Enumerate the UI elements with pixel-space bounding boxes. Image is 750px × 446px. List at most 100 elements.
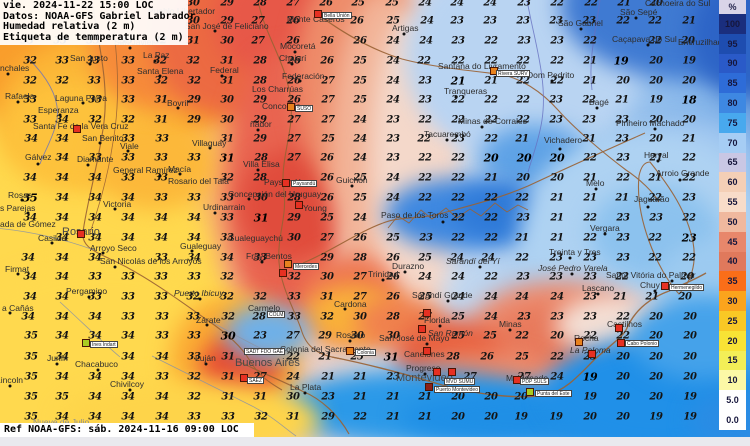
city-label: Colonia del Sacramento — [280, 344, 371, 354]
temp-value: 21 — [318, 351, 332, 363]
temp-value: 32 — [121, 114, 135, 126]
temp-value: 29 — [220, 0, 234, 9]
temp-value: 33 — [253, 252, 267, 264]
temp-value: 20 — [616, 75, 630, 87]
temp-value: 34 — [24, 133, 38, 145]
temp-value: 34 — [55, 291, 69, 303]
temp-value: 33 — [88, 94, 102, 106]
temp-value: 20 — [516, 172, 530, 184]
temp-value: 21 — [386, 411, 400, 423]
temp-value: 21 — [515, 133, 529, 145]
temp-value: 33 — [121, 75, 135, 87]
temp-value: 22 — [583, 232, 597, 244]
temp-value: 26 — [353, 232, 367, 244]
city-label: Cardona — [334, 299, 367, 309]
temp-value: 22 — [582, 94, 596, 106]
temp-value: 23 — [483, 15, 497, 27]
temp-value: 19 — [683, 391, 697, 403]
temp-value: 32 — [221, 311, 235, 323]
station-marker — [575, 338, 583, 346]
temp-value: 23 — [550, 311, 564, 323]
city-label: Concepción del Uruguay — [228, 189, 322, 199]
temp-value: 26 — [320, 192, 334, 204]
temp-value: 32 — [253, 291, 267, 303]
temp-value: 34 — [155, 351, 169, 363]
temp-value: 31 — [154, 94, 168, 106]
city-dot — [596, 292, 600, 296]
city-dot — [113, 265, 117, 269]
city-dot — [678, 178, 682, 182]
city-dot — [445, 138, 449, 142]
temp-value: 33 — [220, 232, 234, 244]
station-marker — [615, 324, 623, 332]
city-dot — [423, 372, 427, 376]
temp-value: 20 — [550, 330, 564, 342]
temp-value: 33 — [187, 152, 201, 164]
temp-value: 23 — [516, 15, 530, 27]
city-label: Nueve de Julio — [33, 417, 90, 427]
city-label: Chacabuco — [75, 359, 119, 369]
temp-value: 26 — [386, 291, 400, 303]
city-dot — [113, 207, 117, 211]
temp-value: 33 — [287, 291, 301, 303]
temp-value: 23 — [550, 35, 564, 47]
temp-value: 22 — [682, 172, 696, 184]
temp-value: 21 — [484, 172, 498, 184]
temp-value: 32 — [220, 172, 234, 184]
temp-value: 20 — [683, 311, 697, 323]
temp-value: 22 — [418, 152, 432, 164]
temp-value: 23 — [450, 15, 464, 27]
temp-value: 32 — [287, 271, 301, 283]
city-dot — [176, 106, 180, 110]
station-id-box: SUSO — [295, 105, 314, 112]
city-label: Santana do Livramento — [438, 61, 526, 71]
temp-value: 22 — [616, 15, 630, 27]
temp-value: 24 — [418, 0, 432, 9]
city-label: San Nicolás de los Arroyos — [100, 256, 202, 266]
temp-value: 21 — [645, 291, 659, 303]
city-dot — [454, 95, 458, 99]
temp-value: 19 — [514, 411, 528, 423]
temp-value: 35 — [24, 330, 38, 342]
forecast-info-line: Humedad relativa (2 m) — [3, 21, 136, 33]
temp-value: 34 — [23, 212, 37, 224]
temp-value: 26 — [353, 35, 367, 47]
station-marker — [433, 368, 441, 376]
temp-value: 24 — [386, 35, 400, 47]
temp-value: 26 — [320, 152, 334, 164]
city-label: Federal — [210, 65, 239, 75]
city-dot — [570, 272, 574, 276]
temp-value: 20 — [483, 151, 499, 165]
temp-value: 26 — [320, 172, 334, 184]
city-label: Chuy — [640, 280, 660, 290]
temp-value: 27 — [321, 75, 335, 87]
city-dots-layer — [6, 15, 682, 395]
temp-value: 32 — [187, 75, 201, 87]
temp-value: 34 — [121, 212, 135, 224]
temp-value: 28 — [253, 0, 267, 9]
temp-value: 24 — [353, 133, 367, 145]
temp-value: 23 — [615, 133, 629, 145]
station-marker — [423, 347, 431, 355]
city-dot — [478, 265, 482, 269]
temp-value: 32 — [186, 291, 200, 303]
temp-value: 25 — [353, 94, 367, 106]
city-dot — [634, 16, 638, 20]
temp-value: 26 — [320, 35, 334, 47]
temp-value: 31 — [219, 151, 235, 165]
temp-value: 25 — [515, 351, 529, 363]
temp-value: 30 — [220, 114, 234, 126]
temp-value: 34 — [187, 252, 201, 264]
city-dot — [646, 43, 650, 47]
city-dot — [190, 249, 194, 253]
city-dot — [16, 272, 20, 276]
temp-value: 33 — [187, 411, 201, 423]
temp-value: 24 — [515, 291, 529, 303]
station-id-box: COLM — [267, 311, 286, 318]
station-id-box: Paysandú — [291, 180, 318, 187]
city-dot — [58, 113, 62, 117]
station-marker — [82, 339, 90, 347]
temp-value: 19 — [549, 411, 563, 423]
temp-value: 20 — [683, 351, 697, 363]
temp-value: 34 — [21, 252, 35, 264]
